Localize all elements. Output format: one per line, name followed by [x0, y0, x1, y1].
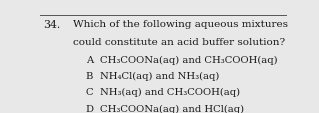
Text: NH₃(aq) and CH₃COOH(aq): NH₃(aq) and CH₃COOH(aq) [100, 87, 241, 97]
Text: CH₃COONa(aq) and HCl(aq): CH₃COONa(aq) and HCl(aq) [100, 104, 245, 113]
Text: 34.: 34. [43, 20, 60, 30]
Text: NH₄Cl(aq) and NH₃(aq): NH₄Cl(aq) and NH₃(aq) [100, 71, 220, 80]
Text: B: B [85, 71, 93, 80]
Text: could constitute an acid buffer solution?: could constitute an acid buffer solution… [73, 38, 286, 47]
Text: A: A [85, 55, 93, 64]
Text: D: D [85, 104, 93, 113]
Text: C: C [85, 87, 93, 96]
Text: Which of the following aqueous mixtures: Which of the following aqueous mixtures [73, 20, 288, 29]
Text: CH₃COONa(aq) and CH₃COOH(aq): CH₃COONa(aq) and CH₃COOH(aq) [100, 55, 278, 64]
